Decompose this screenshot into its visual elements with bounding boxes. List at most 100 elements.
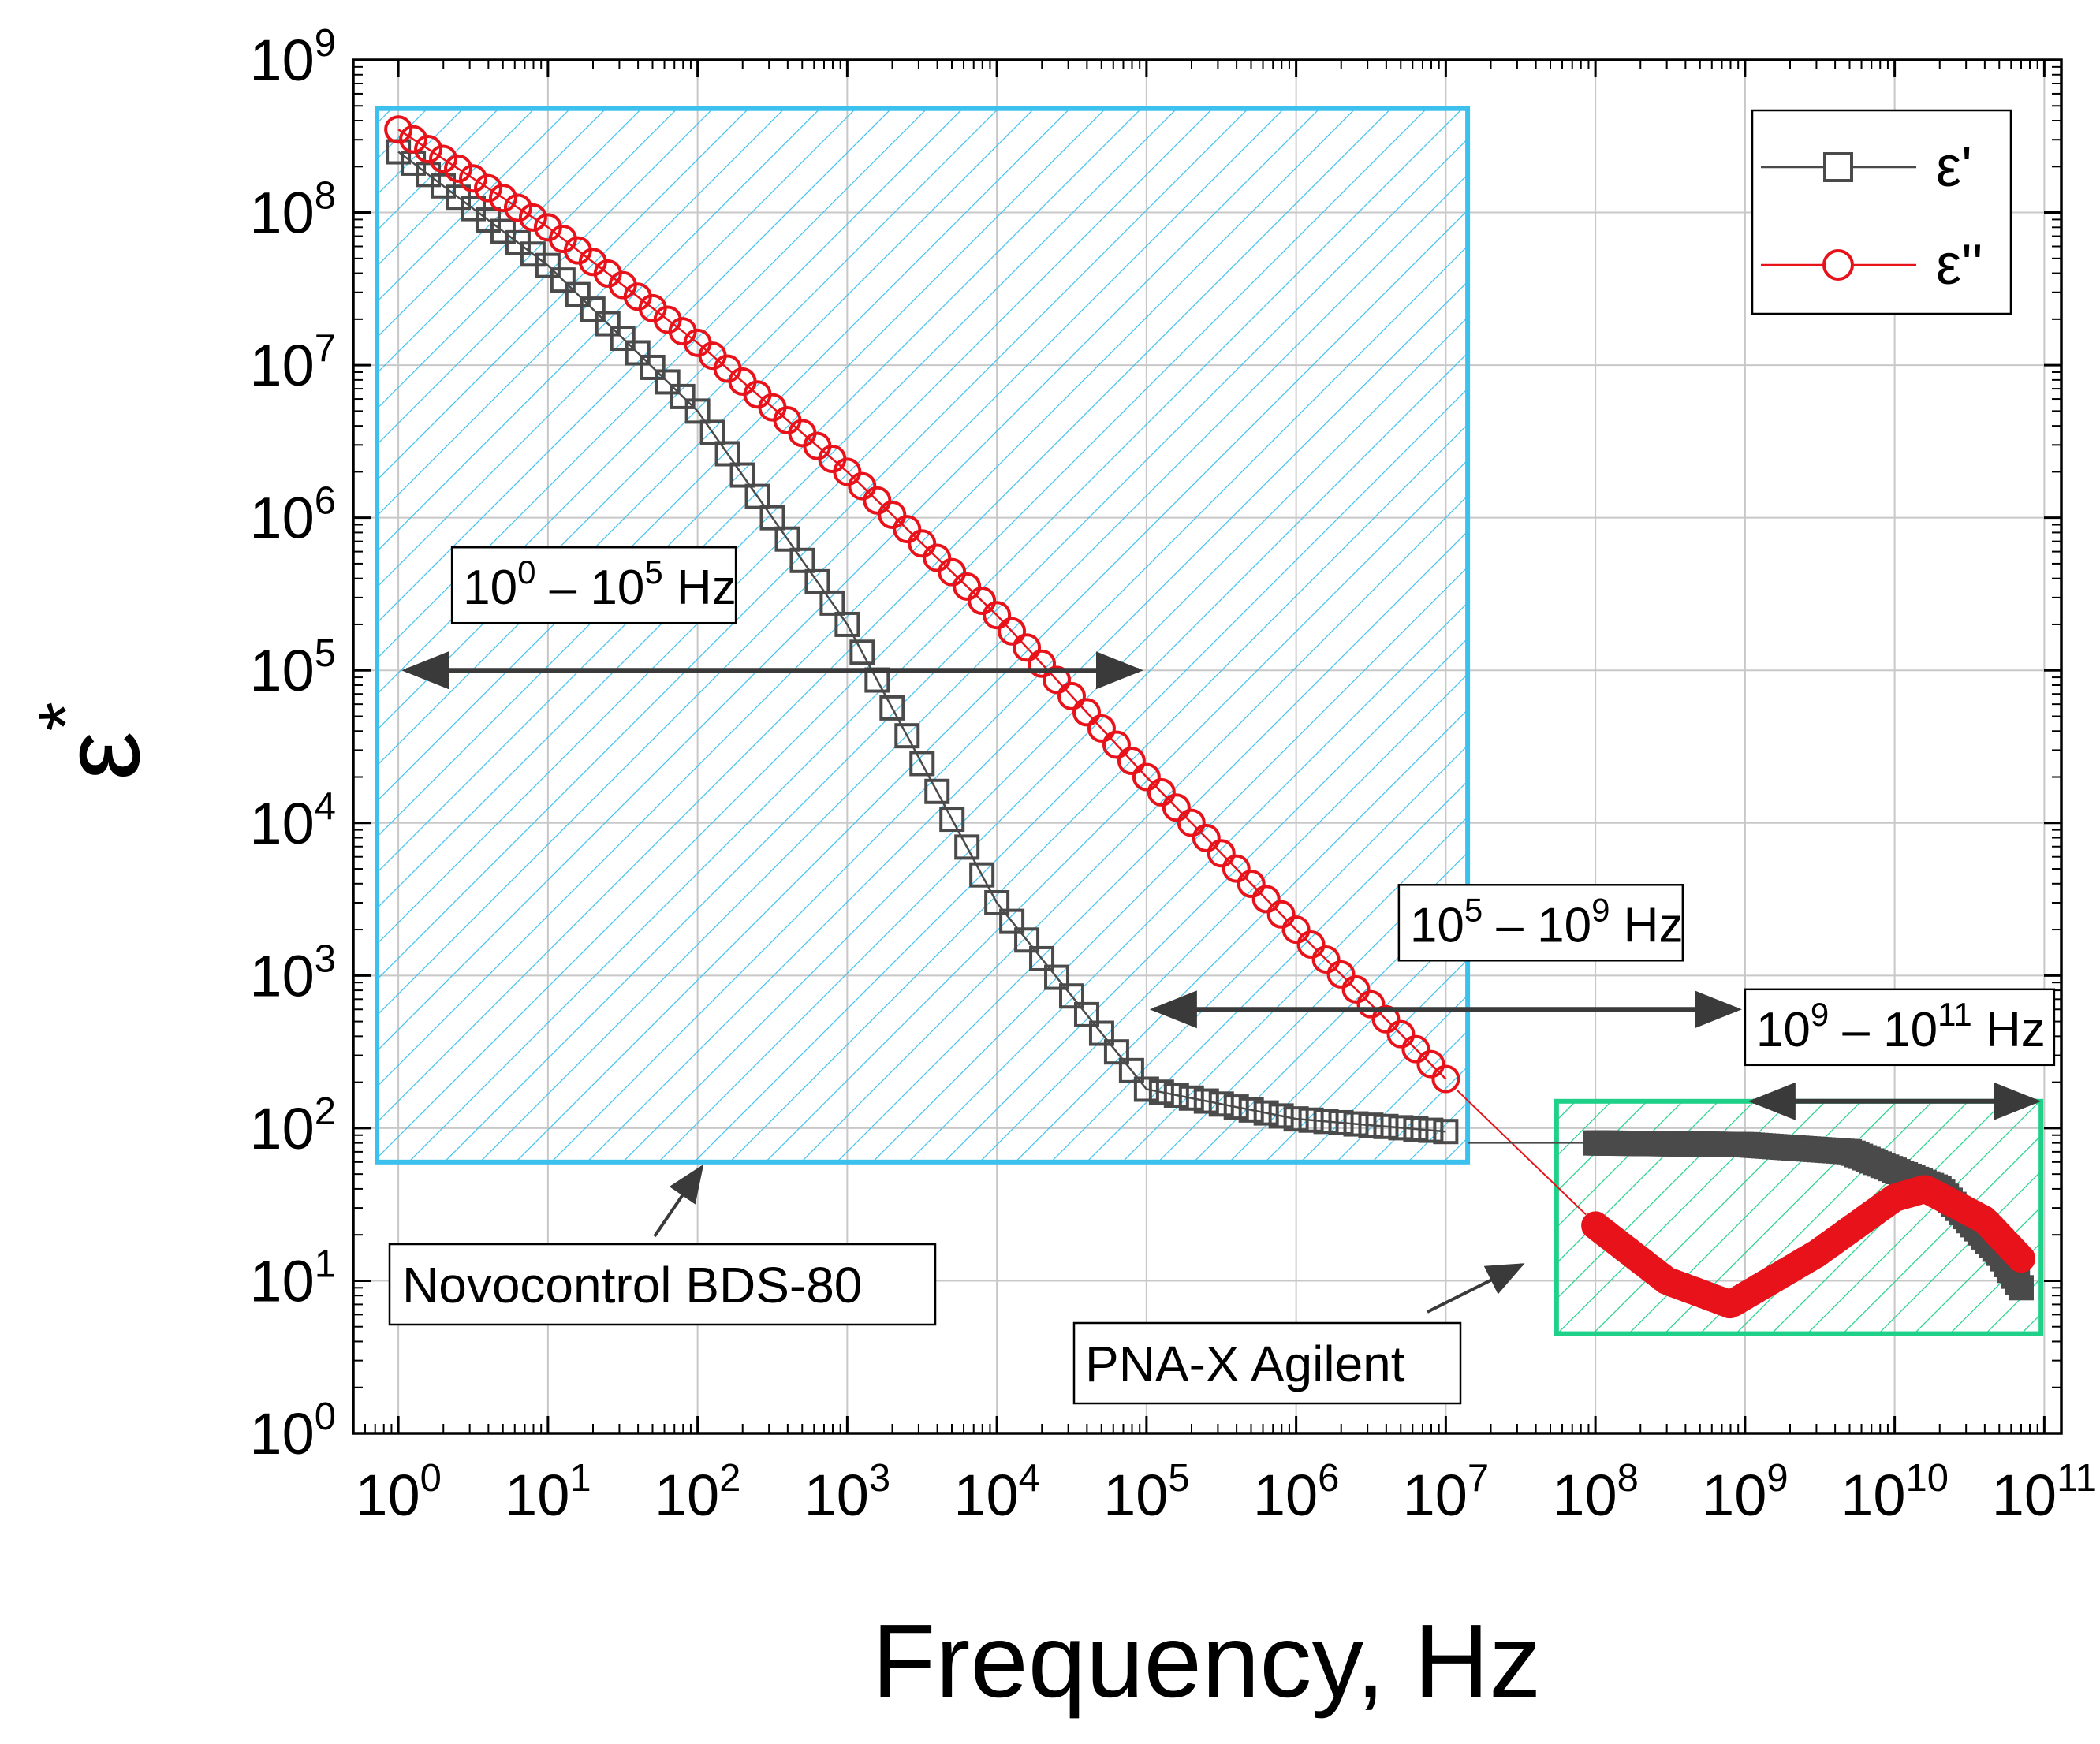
region-novocontrol	[375, 106, 1471, 1165]
arrow-pnax	[1427, 1263, 1525, 1314]
marker-eps_imag	[938, 557, 967, 587]
label-range1: 100 – 105 Hz	[463, 553, 737, 615]
svg-text:ε*: ε*	[24, 702, 162, 781]
x-tick-label-10: 1010	[1841, 1457, 1949, 1528]
marker-eps_real	[804, 568, 830, 594]
axis-ticks	[352, 58, 2061, 1435]
y-tick-label-7: 107	[249, 327, 336, 398]
marker-eps_imag	[1162, 793, 1191, 822]
x-tick-label-7: 107	[1403, 1457, 1490, 1528]
marker-eps_imag	[1102, 730, 1131, 759]
marker-eps_real	[909, 751, 935, 777]
marker-eps_real	[1373, 1113, 1399, 1139]
marker-eps_real	[655, 369, 681, 395]
y-tick-label-6: 106	[249, 480, 336, 551]
marker-eps_real	[1343, 1111, 1369, 1137]
label-box-range3	[1744, 988, 2056, 1067]
marker-eps_imag	[1281, 915, 1311, 945]
marker-eps_real	[744, 483, 770, 509]
legend: ε' ε''	[1751, 109, 2012, 315]
marker-eps_real	[999, 908, 1025, 934]
y-tick-labels: 100 101 102 103 104 105 106 107 108 109	[249, 22, 336, 1466]
marker-eps_real	[550, 267, 576, 293]
marker-eps_real	[1388, 1115, 1414, 1141]
x-tick-label-0: 100	[355, 1457, 442, 1528]
marker-eps_real	[2008, 1275, 2034, 1301]
marker-eps_imag	[1192, 823, 1221, 852]
marker-eps_imag	[1311, 945, 1341, 974]
marker-eps_imag	[503, 193, 532, 222]
marker-eps_imag	[908, 529, 937, 558]
marker-eps_imag	[923, 543, 952, 572]
marker-eps_imag	[429, 144, 458, 173]
x-tick-label-1: 101	[505, 1457, 591, 1528]
marker-eps_real	[1238, 1097, 1264, 1123]
marker-eps_real	[1298, 1107, 1324, 1133]
legend-label-eps-real: ε'	[1936, 136, 1972, 199]
marker-eps_real	[1253, 1100, 1279, 1126]
marker-eps_real	[640, 354, 666, 380]
legend-label-eps-imag: ε''	[1936, 233, 1983, 296]
y-tick-label-4: 104	[249, 785, 336, 856]
marker-eps_imag	[1431, 1064, 1460, 1094]
legend-marker-circle	[1822, 249, 1854, 281]
marker-eps_imag	[1326, 960, 1356, 989]
x-tick-label-11: 1011	[1992, 1457, 2097, 1528]
x-tick-label-5: 105	[1103, 1457, 1190, 1528]
arrow-novocontrol	[653, 1164, 704, 1238]
marker-eps_real	[1103, 1039, 1129, 1065]
label-box-pnax	[1072, 1321, 1462, 1405]
marker-eps_real	[1313, 1109, 1339, 1135]
label-box-novocontrol	[388, 1243, 937, 1326]
marker-eps_imag	[488, 184, 517, 213]
x-tick-labels: 100 101 102 103 104 105 106 107 108 109 1010 1011	[355, 1457, 2097, 1528]
y-tick-label-9: 109	[249, 22, 336, 93]
annotations: 100 – 105 Hz 105 – 109 Hz 109 – 1011 Hz Nov…	[388, 546, 2056, 1405]
marker-eps_real	[789, 547, 815, 573]
x-axis-title: Frequency, Hz	[872, 1603, 1542, 1719]
marker-eps_real	[924, 778, 950, 804]
label-box-range2	[1397, 884, 1684, 962]
marker-eps_real	[834, 611, 860, 637]
marker-eps_real	[595, 311, 621, 337]
legend-marker-square	[1823, 152, 1853, 182]
marker-eps_imag	[1401, 1034, 1430, 1064]
x-tick-label-9: 109	[1702, 1457, 1789, 1528]
marker-eps_real	[1403, 1116, 1429, 1142]
marker-eps_real	[819, 590, 845, 616]
marker-eps_imag	[848, 471, 877, 501]
marker-eps_imag	[1147, 777, 1176, 807]
marker-eps_real	[1328, 1109, 1354, 1135]
marker-eps_real	[1358, 1112, 1384, 1138]
marker-eps_real	[1014, 927, 1040, 953]
marker-eps_real	[894, 723, 920, 749]
marker-eps_imag	[1177, 808, 1206, 837]
marker-eps_imag	[473, 173, 502, 203]
marker-eps_real	[610, 326, 636, 352]
marker-eps_imag	[1207, 839, 1236, 868]
marker-eps_real	[1133, 1076, 1159, 1102]
marker-eps_imag	[1117, 746, 1146, 775]
marker-eps_imag	[399, 125, 428, 154]
marker-eps_real	[699, 419, 725, 445]
marker-eps_real	[1148, 1079, 1174, 1105]
legend-box	[1751, 109, 2012, 315]
marker-eps_real	[1193, 1088, 1219, 1114]
marker-eps_real	[759, 505, 785, 531]
marker-eps_imag	[1087, 714, 1116, 743]
marker-eps_real	[969, 862, 995, 888]
marker-eps_imag	[833, 457, 862, 486]
label-novocontrol: Novocontrol BDS-80	[402, 1257, 862, 1314]
y-tick-label-8: 108	[249, 175, 336, 246]
x-tick-label-6: 106	[1253, 1457, 1340, 1528]
marker-eps_real	[729, 462, 755, 488]
label-pnax: PNA-X Agilent	[1085, 1336, 1405, 1392]
marker-eps_imag	[1416, 1049, 1445, 1079]
marker-eps_imag	[384, 115, 413, 144]
label-range3: 109 – 1011 Hz	[1756, 996, 2046, 1057]
marker-eps_imag	[878, 500, 907, 529]
marker-eps_real	[565, 281, 591, 307]
marker-eps_real	[984, 889, 1010, 915]
marker-eps_real	[879, 695, 905, 721]
marker-eps_imag	[444, 154, 473, 183]
